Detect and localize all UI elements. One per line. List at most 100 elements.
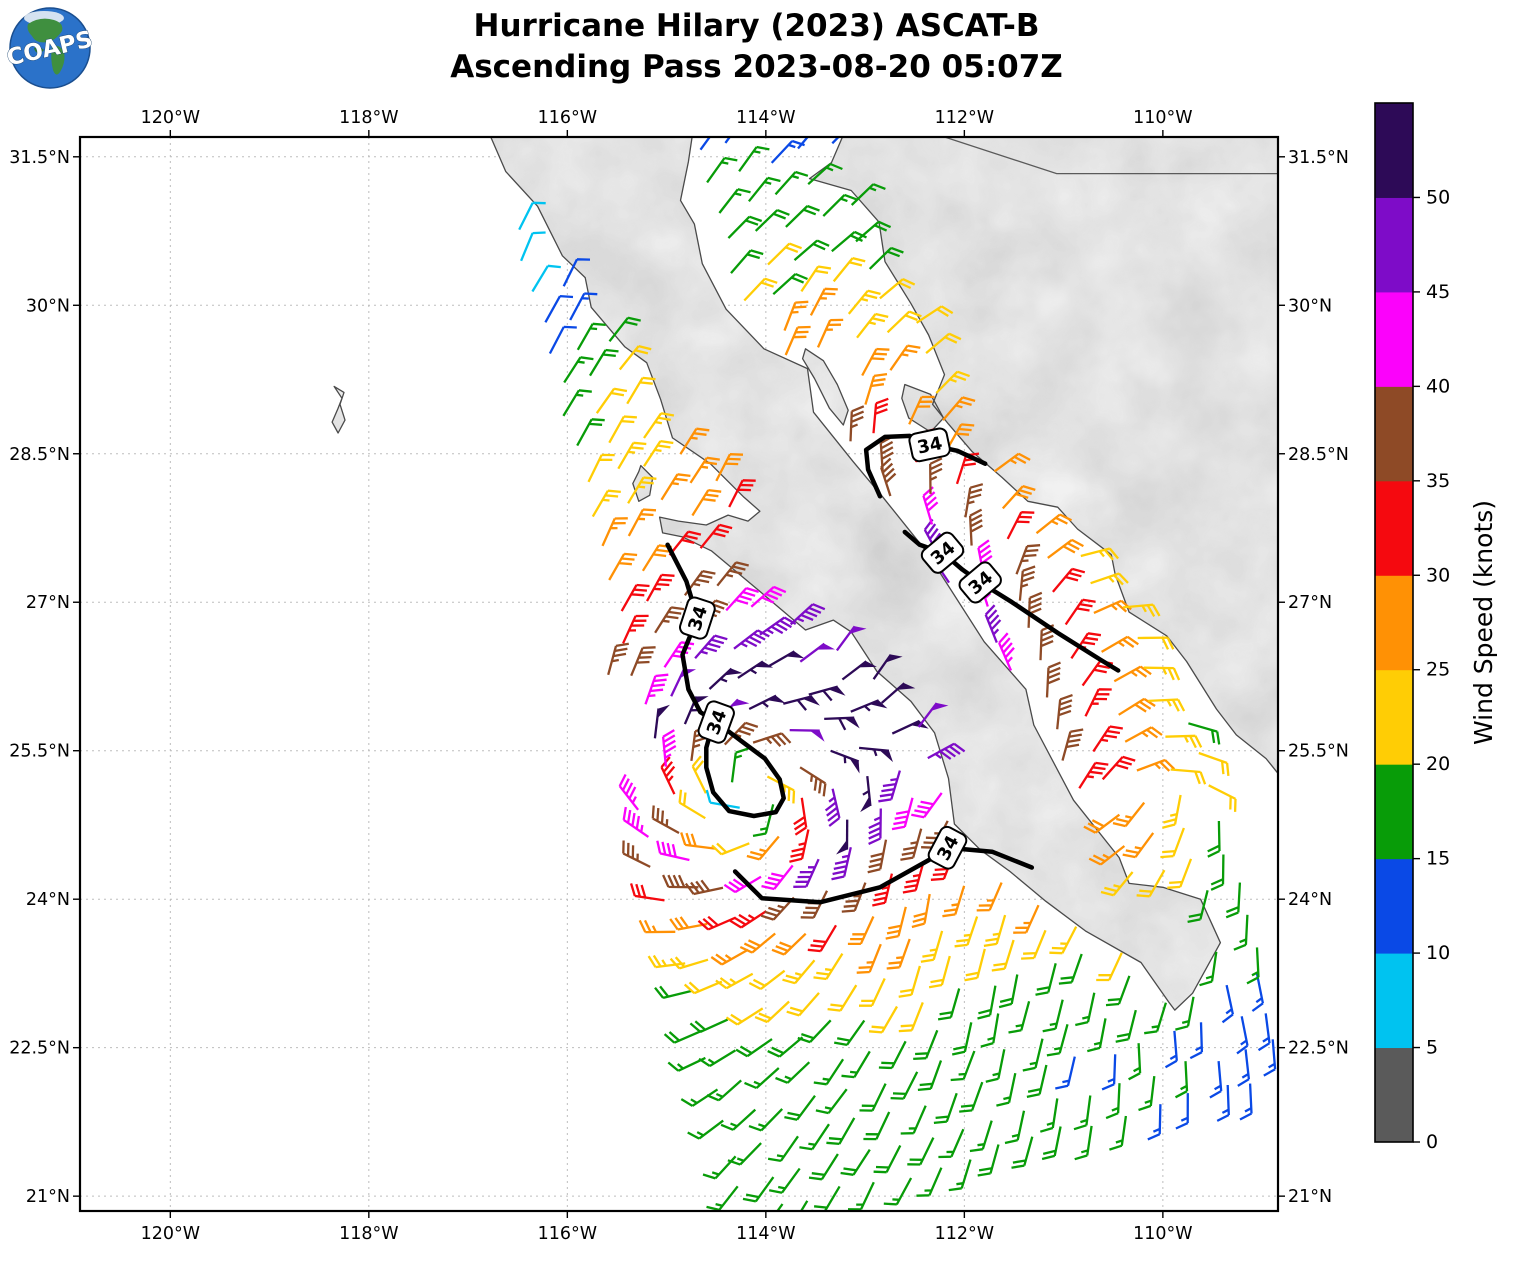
wind-barb [576,418,605,447]
wind-barb [868,246,904,270]
graticule [80,137,1278,1211]
lat-tick-label-left: 22.5°N [9,1039,70,1059]
lon-tick-label-bottom: 114°W [736,1224,795,1244]
wind-barb [668,530,702,556]
wind-barb [744,1067,780,1090]
wind-barb [902,861,925,894]
wind-barb [1137,636,1175,650]
wind-barb [607,642,629,676]
lon-tick-label-bottom: 112°W [935,1224,994,1244]
wind-barb [847,1181,875,1211]
wind-barb [808,1153,839,1181]
wind-barb [860,775,872,813]
wind-barb [691,755,707,794]
wind-barb [654,96,684,121]
lat-tick-label-right: 25.5°N [1288,742,1349,762]
chart-title-block: Hurricane Hilary (2023) ASCAT-B Ascendin… [0,6,1513,88]
wind-barb [735,1038,773,1058]
colorbar-tick-label: 0 [1426,1131,1438,1153]
wind-barb [938,1128,965,1159]
wind-barb [1096,952,1123,982]
wind-barb [645,573,675,602]
wind-barb [748,1108,784,1132]
wind-barb [850,183,886,206]
wind-barb [872,873,894,907]
wind-barb [868,808,882,845]
wind-barb [1170,768,1207,785]
wind-barb [807,924,837,953]
wind-barb [831,137,841,145]
wind-barb [880,457,897,497]
wind-barb [660,473,691,501]
colorbar-band [1375,669,1413,765]
contour-label: 34 [697,700,735,744]
wind-barb [711,842,750,856]
wind-barb [954,916,979,948]
wind-barb [1001,485,1036,510]
colorbar-tick-label: 25 [1426,659,1450,681]
wind-barb [950,1050,976,1082]
chart-title: Hurricane Hilary (2023) ASCAT-B [473,8,1040,44]
wind-barb [627,476,657,504]
lon-tick-label-top: 120°W [141,108,200,128]
wind-barb [782,959,816,985]
wind-barb [669,916,708,931]
lat-tick-label-left: 27°N [26,593,70,613]
wind-barb [1056,694,1073,730]
wind-barb [835,625,867,652]
wind-barb [786,992,820,1017]
wind-barb [1143,666,1181,681]
wind-barb [698,1049,736,1067]
wind-barb [742,1176,775,1203]
wind-barb [861,347,890,377]
contour-label: 34 [678,596,716,640]
wind-barb [917,1060,943,1092]
wind-barb [1101,1054,1117,1091]
wind-barb [618,344,652,371]
wind-barb [873,1144,902,1174]
wind-barb [680,832,716,850]
wind-barb [1101,755,1136,781]
wind-barb [706,1185,739,1211]
wind-barb [767,242,803,266]
wind-barb [622,614,649,644]
us-mexico-border [942,137,1278,175]
wind-barb [856,943,882,974]
wind-barb [739,932,776,954]
wind-barb [1105,1083,1121,1120]
wind-barb [1021,929,1047,960]
wind-barb [647,954,686,969]
wind-barb [1239,1083,1253,1121]
wind-barb [991,939,1015,972]
wind-barb [964,948,986,982]
wind-barb [1236,1016,1249,1055]
wind-barb [1046,1024,1069,1057]
wind-barb [1101,635,1139,653]
wind-barb [886,310,922,334]
lat-tick-label-left: 28.5°N [9,445,70,465]
wind-barb [708,667,743,690]
wind-barb [850,699,888,713]
wind-barb [1049,926,1078,955]
wind-barb [706,1079,742,1102]
wind-barb [1165,734,1203,749]
wind-barb [767,650,805,668]
wind-barb [1035,513,1073,535]
wind-barb [872,653,903,680]
lat-tick-label-right: 21°N [1288,1187,1332,1207]
wind-barb [691,89,721,114]
wind-barb [1209,1061,1223,1099]
wind-barb [789,728,825,742]
wind-barb [907,1137,935,1166]
wind-barb [1055,1056,1076,1090]
wind-barb [948,1159,972,1192]
wind-barb [724,137,732,144]
wind-barb [878,770,902,803]
wind-barb [1073,1095,1092,1131]
wind-barb [891,797,914,831]
wind-barb [1188,722,1221,745]
wind-barb [1136,758,1176,772]
wind-barb [942,396,976,421]
wind-barb [591,489,621,518]
wind-barb [1147,1104,1162,1141]
